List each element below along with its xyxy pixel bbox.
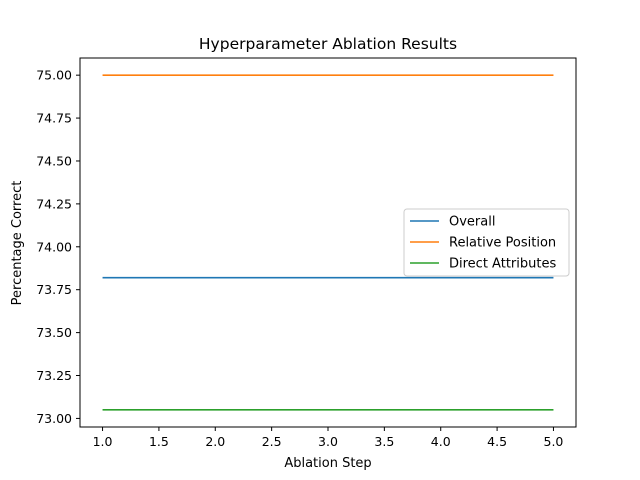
y-tick-label: 75.00: [36, 68, 72, 83]
y-tick-label: 73.50: [36, 325, 72, 340]
y-tick-label: 74.00: [36, 239, 72, 254]
series-layer: [102, 74, 554, 411]
legend-label: Overall: [449, 215, 495, 230]
legend-label: Direct Attributes: [449, 257, 556, 272]
legend-box: [403, 208, 570, 277]
y-tick-label: 73.00: [36, 411, 72, 426]
chart-title: Hyperparameter Ablation Results: [199, 35, 457, 53]
y-tick-label: 73.75: [36, 282, 72, 297]
y-tick-label: 74.50: [36, 153, 72, 168]
y-tick-label: 74.25: [36, 196, 72, 211]
x-tick-label: 4.5: [487, 434, 507, 449]
y-tick-label: 74.75: [36, 111, 72, 126]
x-axis: 1.0 1.5 2.0 2.5 3.0 3.5 4.0 4.5 5.0: [93, 427, 564, 449]
legend-items: Overall Relative Position Direct Attribute…: [410, 215, 556, 272]
x-axis-label: Ablation Step: [284, 456, 371, 471]
x-tick-label: 1.0: [93, 434, 113, 449]
y-axis-label: Percentage Correct: [10, 181, 25, 306]
y-axis: 73.00 73.25 73.50 73.75 74.00 74.25 74.50 74.75…: [36, 68, 80, 426]
legend-label: Relative Position: [449, 236, 556, 251]
x-tick-label: 2.0: [205, 434, 225, 449]
y-tick-label: 73.25: [36, 368, 72, 383]
x-tick-label: 3.5: [374, 434, 394, 449]
x-tick-label: 1.5: [149, 434, 169, 449]
x-tick-label: 5.0: [544, 434, 564, 449]
x-tick-label: 2.5: [262, 434, 282, 449]
legend: Overall Relative Position Direct Attribute…: [403, 208, 570, 277]
x-tick-label: 3.0: [318, 434, 338, 449]
x-tick-label: 4.0: [431, 434, 451, 449]
